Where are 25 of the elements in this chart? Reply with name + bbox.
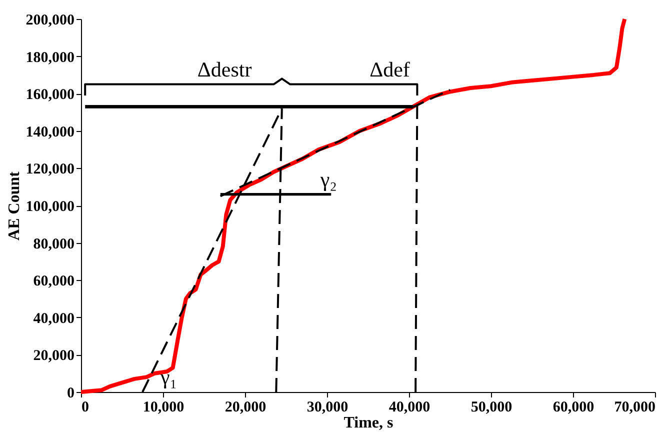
x-tick-label: 70,000 xyxy=(614,400,656,416)
x-tick-label: 40,000 xyxy=(388,400,430,416)
x-tick-label: 30,000 xyxy=(306,400,348,416)
y-tick-label: 200,000 xyxy=(26,12,74,28)
annotation: Δdef xyxy=(370,57,410,82)
y-tick-label: 180,000 xyxy=(26,50,74,66)
annotation: γ₁ xyxy=(160,365,178,389)
y-tick-label: 80,000 xyxy=(33,236,74,252)
x-tick-label: 60,000 xyxy=(552,400,594,416)
x-tick-label: 20,000 xyxy=(224,400,266,416)
y-tick-label: 100,000 xyxy=(26,199,74,215)
y-tick-label: 20,000 xyxy=(33,348,74,364)
x-tick-label: 10,000 xyxy=(142,400,184,416)
annotation: γ₂ xyxy=(319,167,338,192)
y-tick-label: 0 xyxy=(67,386,74,402)
y-tick-label: 120,000 xyxy=(26,162,74,178)
x-tick-label: 50,000 xyxy=(470,400,512,416)
x-axis-title: Time, s xyxy=(344,414,394,432)
y-tick-label: 160,000 xyxy=(26,87,74,104)
y-tick-label: 60,000 xyxy=(33,274,74,290)
y-axis-title: AE Count xyxy=(6,170,23,240)
y-tick-label: 40,000 xyxy=(33,310,74,327)
annotation: Δdestr xyxy=(197,57,252,82)
x-tick-label: 0 xyxy=(82,400,89,416)
y-tick-label: 140,000 xyxy=(26,124,74,140)
